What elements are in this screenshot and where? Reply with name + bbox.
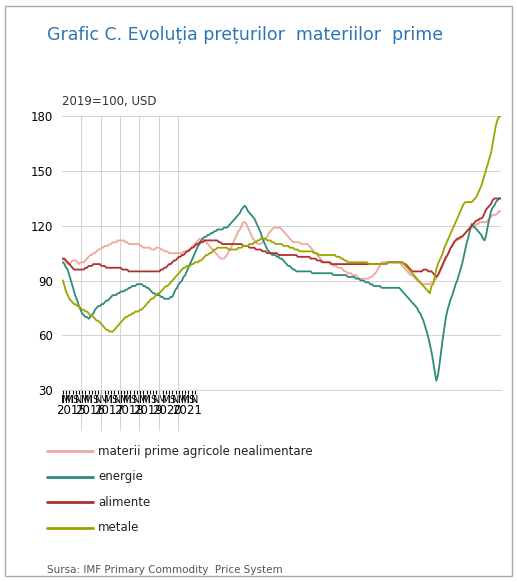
- Text: alimente: alimente: [98, 496, 150, 509]
- Text: metale: metale: [98, 521, 140, 534]
- Text: 2015: 2015: [56, 404, 86, 417]
- Text: Sursa: IMF Primary Commodity  Price System: Sursa: IMF Primary Commodity Price Syste…: [47, 565, 282, 575]
- Text: 2018: 2018: [114, 404, 144, 417]
- Text: materii prime agricole nealimentare: materii prime agricole nealimentare: [98, 445, 313, 457]
- Text: 2016: 2016: [75, 404, 105, 417]
- Text: 2019: 2019: [133, 404, 163, 417]
- Text: 2021: 2021: [172, 404, 202, 417]
- Text: energie: energie: [98, 470, 143, 483]
- Text: 2019=100, USD: 2019=100, USD: [62, 95, 157, 108]
- Text: 2017: 2017: [95, 404, 125, 417]
- Text: 2020: 2020: [153, 404, 183, 417]
- Text: Grafic C. Evoluția prețurilor  materiilor  prime: Grafic C. Evoluția prețurilor materiilor…: [47, 26, 443, 44]
